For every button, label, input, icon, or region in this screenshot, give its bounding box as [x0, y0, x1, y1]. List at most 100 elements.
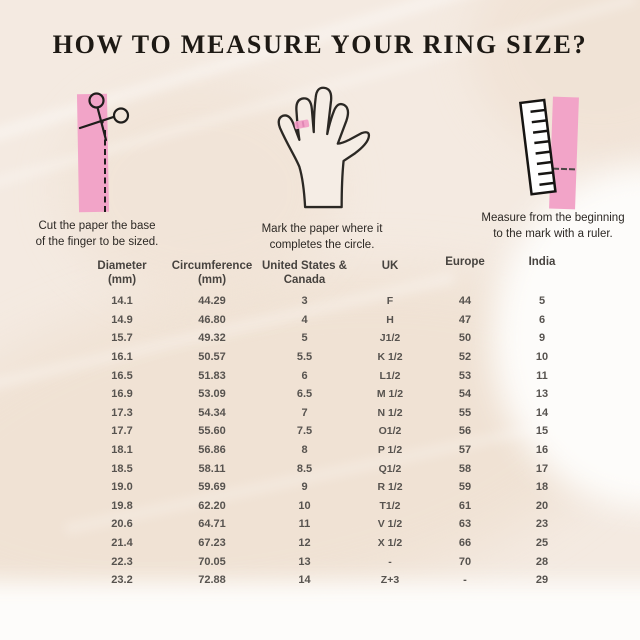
table-cell: 52 — [458, 351, 472, 364]
table-cell: 17 — [535, 462, 549, 475]
table-cell: 5 — [301, 332, 308, 345]
table-cell: 61 — [458, 499, 472, 512]
table-cell: 53 — [458, 369, 472, 382]
table-row: 20.6 64.71 11 V 1/2 63 23 — [78, 515, 583, 534]
column-header-us-canada: United States & Canada — [262, 260, 347, 286]
table-cell: 6.5 — [296, 388, 313, 401]
table-row: 17.3 54.34 7 N 1/2 55 14 — [78, 404, 583, 423]
table-row: 19.0 59.69 9 R 1/2 59 18 — [78, 478, 583, 497]
table-cell: 70.05 — [198, 555, 226, 568]
table-cell: 10 — [535, 351, 549, 364]
table-cell: L1/2 — [379, 369, 401, 382]
table-row: 14.1 44.29 3 F 44 5 — [78, 292, 583, 311]
table-cell: 20.6 — [111, 518, 133, 531]
table-cell: 17.7 — [111, 425, 133, 438]
table-cell: 15.7 — [111, 332, 133, 345]
table-cell: 7 — [301, 406, 308, 419]
table-cell: 12 — [298, 537, 311, 550]
table-cell: 14.1 — [111, 295, 133, 308]
table-cell: P 1/2 — [377, 444, 403, 457]
table-cell: 11 — [298, 518, 311, 531]
table-cell: 13 — [535, 388, 549, 401]
table-cell: 25 — [535, 537, 549, 550]
table-cell: 66 — [458, 537, 472, 550]
table-cell: 55.60 — [198, 425, 226, 438]
table-cell: 5 — [538, 295, 546, 308]
table-cell: X 1/2 — [377, 537, 403, 550]
table-cell: H — [386, 313, 394, 326]
table-cell: T1/2 — [379, 499, 401, 512]
table-cell: O1/2 — [378, 425, 402, 438]
table-row: 16.9 53.09 6.5 M 1/2 54 13 — [78, 385, 583, 404]
table-cell: 14.9 — [111, 313, 133, 326]
table-header-row: Diameter (mm) Circumference (mm) United … — [78, 256, 583, 292]
column-header-europe: Europe — [445, 256, 485, 268]
page-title: HOW TO MEASURE YOUR RING SIZE? — [52, 30, 588, 59]
table-row: 15.7 49.32 5 J1/2 50 9 — [78, 329, 583, 348]
table-cell: 18.5 — [111, 462, 133, 475]
table-cell: R 1/2 — [377, 481, 403, 494]
table-cell: 23.2 — [111, 574, 133, 587]
ring-band — [294, 119, 310, 130]
table-cell: 16.9 — [111, 388, 133, 401]
table-row: 16.1 50.57 5.5 K 1/2 52 10 — [78, 348, 583, 367]
table-cell: 59 — [458, 481, 472, 494]
table-cell: 23 — [535, 518, 549, 531]
table-cell: M 1/2 — [376, 388, 404, 401]
table-cell: 55 — [458, 406, 472, 419]
table-cell: 7.5 — [296, 425, 313, 438]
table-cell: 54.34 — [198, 406, 226, 419]
table-cell: 14 — [298, 574, 311, 587]
table-cell: 72.88 — [198, 574, 226, 587]
table-cell: 9 — [301, 481, 308, 494]
table-cell: 5.5 — [296, 351, 313, 364]
table-cell: 56 — [458, 425, 472, 438]
table-row: 18.1 56.86 8 P 1/2 57 16 — [78, 441, 583, 460]
table-cell: 67.23 — [198, 537, 226, 550]
table-row: 23.2 72.88 14 Z+3 - 29 — [78, 571, 583, 590]
ruler-icon — [518, 98, 557, 196]
table-cell: 58 — [458, 462, 472, 475]
caption-line: Mark the paper where it — [261, 223, 383, 235]
table-cell: 53.09 — [198, 388, 226, 401]
table-cell: 19.0 — [111, 481, 133, 494]
table-cell: 21.4 — [111, 537, 133, 550]
table-cell: 18.1 — [111, 444, 133, 457]
table-cell: Z+3 — [380, 574, 400, 587]
background-highlight — [0, 582, 640, 640]
table-row: 16.5 51.83 6 L1/2 53 11 — [78, 366, 583, 385]
table-cell: 64.71 — [198, 518, 226, 531]
table-cell: 59.69 — [198, 481, 226, 494]
table-cell: 44.29 — [198, 295, 226, 308]
column-header-india: India — [528, 256, 556, 268]
caption-line: to the mark with a ruler. — [493, 228, 613, 240]
table-cell: K 1/2 — [377, 351, 403, 364]
table-cell: 58.11 — [198, 462, 226, 475]
step-caption-measure: Measure from the beginning to the mark w… — [464, 210, 640, 242]
table-cell: 56.86 — [198, 444, 226, 457]
caption-line: of the finger to be sized. — [35, 236, 159, 248]
table-cell: 6 — [538, 313, 546, 326]
table-cell: F — [386, 295, 394, 308]
scissors-icon — [78, 92, 130, 142]
caption-line: completes the circle. — [269, 239, 375, 251]
table-cell: 19.8 — [111, 499, 133, 512]
table-cell: 47 — [458, 313, 472, 326]
table-cell: 28 — [535, 555, 549, 568]
ring-size-table: Diameter (mm) Circumference (mm) United … — [78, 256, 583, 590]
table-cell: 44 — [458, 295, 472, 308]
table-row: 18.5 58.11 8.5 Q1/2 58 17 — [78, 459, 583, 478]
table-cell: V 1/2 — [377, 518, 403, 531]
table-cell: 16.5 — [111, 369, 133, 382]
table-cell: J1/2 — [379, 332, 401, 345]
table-cell: 16.1 — [111, 351, 133, 364]
table-row: 21.4 67.23 12 X 1/2 66 25 — [78, 534, 583, 553]
step-caption-cut: Cut the paper the base of the finger to … — [12, 218, 182, 250]
cut-line — [104, 130, 106, 212]
hand-icon — [277, 86, 371, 209]
caption-line: Measure from the beginning — [481, 212, 625, 224]
table-cell: 9 — [538, 332, 546, 345]
column-header-uk: UK — [381, 260, 399, 272]
table-row: 17.7 55.60 7.5 O1/2 56 15 — [78, 422, 583, 441]
